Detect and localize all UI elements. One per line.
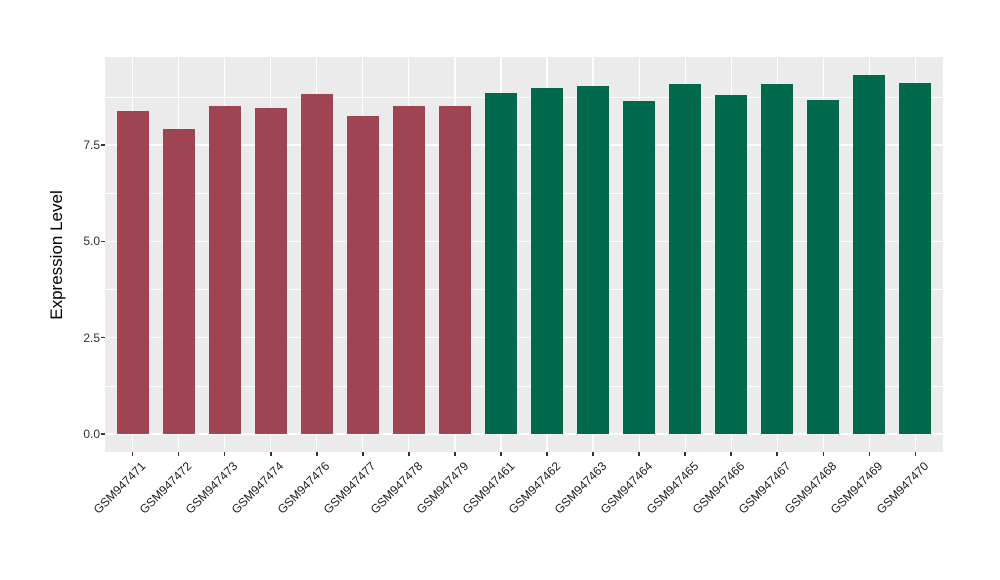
x-tick-mark (177, 452, 180, 456)
bar-GSM947478 (392, 105, 425, 435)
gridline-minor-h (105, 385, 943, 387)
x-tick-mark (316, 452, 318, 456)
bar-GSM947465 (669, 83, 702, 435)
x-tick-mark (914, 452, 917, 456)
gridline-minor-h (105, 192, 943, 194)
bar-GSM947473 (208, 105, 241, 435)
bar-GSM947463 (577, 85, 610, 435)
gridline-major-h (105, 144, 943, 146)
bar-GSM947464 (623, 101, 656, 435)
y-tick-label: 7.5 (83, 138, 100, 153)
x-tick-mark (270, 452, 272, 456)
x-tick-mark (822, 452, 825, 456)
y-tick-label: 2.5 (83, 330, 100, 345)
bar-GSM947469 (853, 74, 886, 435)
bar-GSM947466 (715, 94, 748, 435)
bar-GSM947479 (438, 105, 471, 435)
x-tick-mark (500, 452, 502, 456)
x-tick-mark (776, 452, 778, 456)
x-tick-mark (684, 452, 686, 456)
bar-GSM947461 (484, 93, 517, 435)
bar-GSM947468 (807, 100, 840, 435)
x-tick-mark (223, 452, 226, 456)
gridline-major-h (105, 240, 943, 242)
y-tick-label: 0.0 (83, 427, 100, 442)
x-tick-mark (592, 452, 594, 456)
bar-GSM947477 (346, 116, 379, 435)
plot-panel (105, 57, 943, 452)
gridline-minor-h (105, 289, 943, 291)
x-tick-mark (408, 452, 410, 456)
bar-GSM947467 (761, 83, 794, 435)
y-tick-label: 5.0 (83, 234, 100, 249)
x-tick-mark (454, 452, 456, 456)
gridline-minor-h (105, 96, 943, 98)
x-tick-mark (638, 452, 640, 456)
y-tick-mark (101, 433, 105, 435)
x-tick-mark (546, 452, 548, 456)
x-tick-mark (868, 452, 871, 456)
y-tick-mark (101, 240, 105, 243)
y-tick-mark (101, 144, 105, 146)
bar-GSM947472 (162, 128, 195, 435)
bar-GSM947470 (899, 83, 932, 435)
bar-GSM947471 (116, 110, 149, 435)
y-axis-title-text: Expression Level (47, 189, 66, 320)
bar-GSM947474 (254, 108, 287, 435)
x-tick-mark (131, 452, 134, 456)
bar-GSM947462 (531, 88, 564, 435)
y-tick-mark (101, 336, 105, 339)
gridline-major-h (105, 433, 943, 435)
bar-GSM947476 (300, 93, 333, 435)
x-tick-mark (730, 452, 732, 456)
x-tick-mark (362, 452, 364, 456)
gridline-major-h (105, 337, 943, 339)
